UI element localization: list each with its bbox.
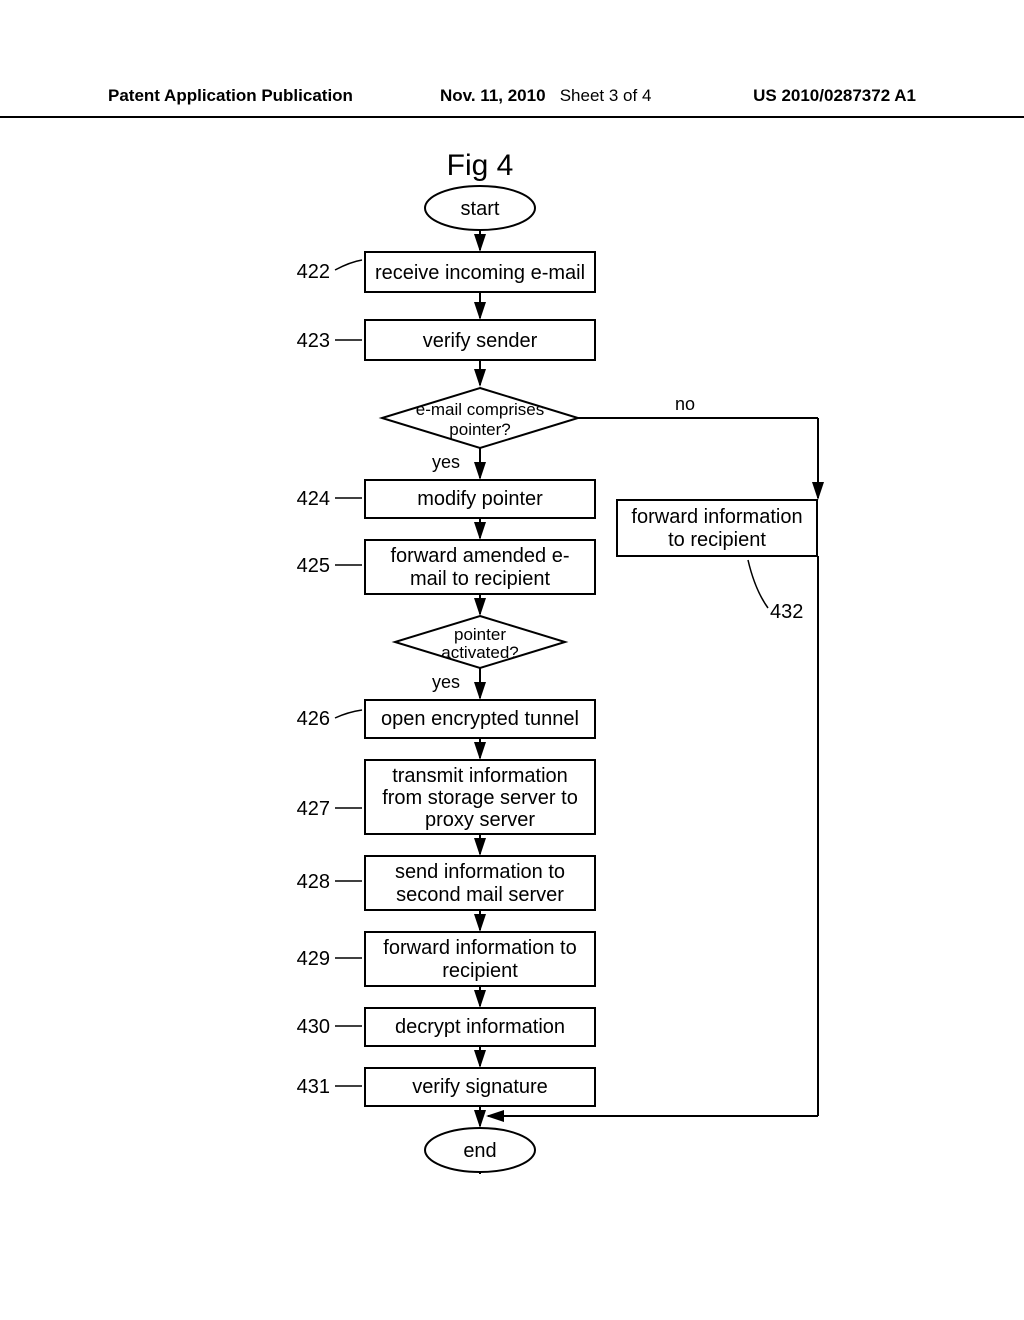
branch-yes-2: yes [432, 672, 460, 692]
label-425a: forward amended e- [391, 545, 570, 567]
label-423: verify sender [423, 330, 538, 352]
figure-title: Fig 4 [447, 149, 514, 182]
ref-427: 427 [297, 798, 330, 820]
label-432b: to recipient [668, 529, 766, 551]
ref-422: 422 [297, 261, 330, 283]
d2-line2: activated? [441, 643, 519, 662]
ref-432: 432 [770, 601, 803, 623]
leader [748, 560, 768, 608]
ref-429: 429 [297, 948, 330, 970]
label-430: decrypt information [395, 1016, 565, 1038]
leader [335, 260, 362, 270]
label-426: open encrypted tunnel [381, 708, 579, 730]
ref-425: 425 [297, 555, 330, 577]
ref-424: 424 [297, 488, 330, 510]
label-428b: second mail server [396, 884, 564, 906]
label-427a: transmit information [392, 765, 568, 787]
branch-no: no [675, 394, 695, 414]
ref-426: 426 [297, 708, 330, 730]
ref-430: 430 [297, 1016, 330, 1038]
ref-423: 423 [297, 330, 330, 352]
d1-line2: pointer? [449, 420, 510, 439]
leader [335, 710, 362, 718]
label-432a: forward information [631, 506, 802, 528]
d2-line1: pointer [454, 625, 506, 644]
label-427b: from storage server to [382, 787, 578, 809]
ref-428: 428 [297, 871, 330, 893]
label-429a: forward information to [383, 937, 576, 959]
label-422: receive incoming e-mail [375, 262, 585, 284]
label-427c: proxy server [425, 809, 535, 831]
label-425b: mail to recipient [410, 568, 551, 590]
end-label: end [463, 1140, 496, 1162]
patent-page: Patent Application Publication Nov. 11, … [0, 0, 1024, 1320]
ref-431: 431 [297, 1076, 330, 1098]
label-431: verify signature [412, 1076, 548, 1098]
branch-yes-1: yes [432, 452, 460, 472]
start-label: start [461, 198, 500, 220]
flowchart-svg: Fig 4 start receive incoming e-mail 422 … [0, 0, 1024, 1320]
label-424: modify pointer [417, 488, 543, 510]
d1-line1: e-mail comprises [416, 400, 544, 419]
label-429b: recipient [442, 960, 518, 982]
label-428a: send information to [395, 861, 565, 883]
